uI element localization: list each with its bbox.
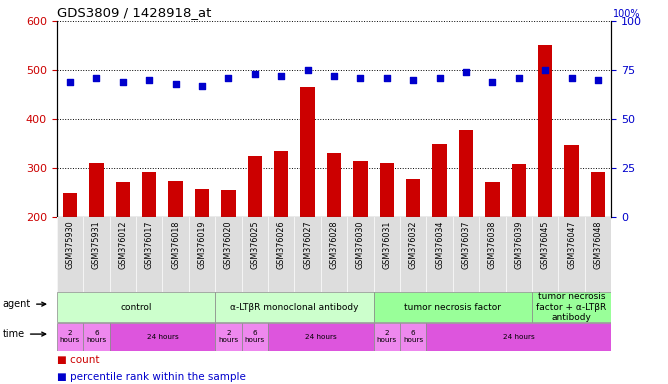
Point [302, 67, 313, 73]
Point [487, 79, 498, 85]
Text: GSM376020: GSM376020 [224, 221, 233, 269]
Text: GSM376012: GSM376012 [118, 221, 128, 269]
Bar [538, 45, 552, 217]
Point [170, 81, 181, 87]
Bar [301, 87, 315, 217]
Point [355, 75, 366, 81]
Point [249, 71, 260, 77]
Bar [89, 163, 104, 217]
Point [223, 75, 234, 81]
Bar [168, 181, 183, 217]
Text: GSM375931: GSM375931 [92, 221, 101, 269]
Bar [57, 217, 611, 292]
Text: GSM376032: GSM376032 [409, 221, 418, 269]
Text: GSM376030: GSM376030 [356, 221, 365, 269]
Text: GSM375930: GSM375930 [65, 221, 74, 269]
Text: GSM376017: GSM376017 [145, 221, 154, 269]
Bar [268, 323, 373, 351]
Point [65, 79, 75, 85]
Text: GSM376027: GSM376027 [303, 221, 312, 269]
Text: tumor necrosis factor: tumor necrosis factor [404, 303, 501, 312]
Bar [242, 323, 268, 351]
Text: 100%: 100% [613, 9, 641, 19]
Bar [274, 151, 289, 217]
Text: 2
hours: 2 hours [60, 331, 80, 343]
Point [91, 75, 102, 81]
Text: GDS3809 / 1428918_at: GDS3809 / 1428918_at [57, 6, 211, 19]
Text: GSM376034: GSM376034 [435, 221, 444, 269]
Bar [406, 179, 420, 217]
Bar [221, 190, 236, 217]
Text: GSM376018: GSM376018 [171, 221, 180, 269]
Bar [512, 164, 526, 217]
Bar [57, 323, 84, 351]
Text: 24 hours: 24 hours [305, 334, 337, 340]
Bar [353, 161, 367, 217]
Text: GSM376019: GSM376019 [198, 221, 206, 269]
Text: GSM376047: GSM376047 [567, 221, 576, 269]
Bar [379, 163, 394, 217]
Bar [485, 182, 500, 217]
Point [196, 83, 207, 89]
Point [276, 73, 287, 79]
Point [329, 73, 339, 79]
Bar [432, 144, 447, 217]
Text: GSM376026: GSM376026 [277, 221, 286, 269]
Point [381, 75, 392, 81]
Point [434, 75, 445, 81]
Point [461, 69, 472, 75]
Text: 24 hours: 24 hours [146, 334, 178, 340]
Bar [57, 293, 215, 322]
Text: 6
hours: 6 hours [403, 331, 424, 343]
Text: 24 hours: 24 hours [503, 334, 534, 340]
Bar [116, 182, 130, 217]
Text: tumor necrosis
factor + α-LTβR
antibody: tumor necrosis factor + α-LTβR antibody [536, 292, 607, 322]
Bar [564, 145, 579, 217]
Bar [215, 293, 373, 322]
Bar [459, 130, 473, 217]
Text: GSM376039: GSM376039 [514, 221, 523, 269]
Point [593, 77, 603, 83]
Text: time: time [3, 329, 45, 339]
Bar [215, 323, 242, 351]
Bar [400, 323, 426, 351]
Point [118, 79, 128, 85]
Text: ■ count: ■ count [57, 355, 100, 365]
Point [408, 77, 419, 83]
Bar [63, 194, 77, 217]
Bar [373, 323, 400, 351]
Text: 6
hours: 6 hours [86, 331, 106, 343]
Text: α-LTβR monoclonal antibody: α-LTβR monoclonal antibody [230, 303, 359, 312]
Text: 6
hours: 6 hours [244, 331, 265, 343]
Point [144, 77, 154, 83]
Point [540, 67, 550, 73]
Bar [373, 293, 532, 322]
Bar [84, 323, 110, 351]
Text: control: control [120, 303, 152, 312]
Point [566, 75, 577, 81]
Point [514, 75, 524, 81]
Text: GSM376045: GSM376045 [540, 221, 550, 269]
Text: GSM376038: GSM376038 [488, 221, 497, 269]
Text: 2
hours: 2 hours [377, 331, 397, 343]
Text: ■ percentile rank within the sample: ■ percentile rank within the sample [57, 372, 246, 382]
Bar [327, 153, 341, 217]
Text: GSM376048: GSM376048 [594, 221, 603, 269]
Text: agent: agent [3, 299, 45, 309]
Text: 2
hours: 2 hours [218, 331, 238, 343]
Text: GSM376037: GSM376037 [462, 221, 470, 269]
Bar [142, 172, 156, 217]
Bar [110, 323, 215, 351]
Bar [248, 156, 262, 217]
Text: GSM376028: GSM376028 [329, 221, 339, 269]
Bar [591, 172, 605, 217]
Bar [426, 323, 611, 351]
Text: GSM376025: GSM376025 [250, 221, 259, 269]
Bar [195, 189, 209, 217]
Bar [532, 293, 611, 322]
Text: GSM376031: GSM376031 [382, 221, 391, 269]
